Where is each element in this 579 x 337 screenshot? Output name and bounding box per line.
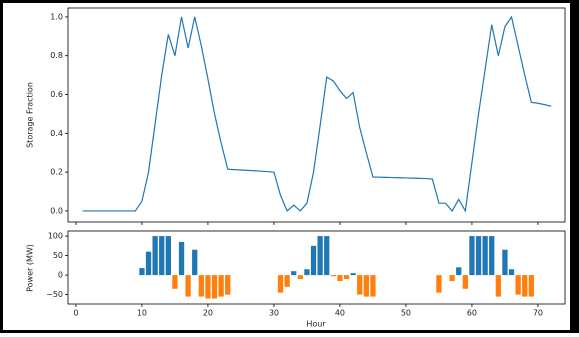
- y-tick-label: 100: [48, 232, 63, 241]
- x-tick-label: 40: [335, 309, 345, 318]
- y-tick-label: 50: [53, 251, 63, 260]
- bar: [449, 275, 455, 281]
- bar: [522, 275, 528, 297]
- bar: [304, 269, 310, 276]
- bar: [330, 275, 336, 277]
- bar: [225, 275, 231, 295]
- bar: [436, 275, 442, 293]
- bar: [152, 236, 158, 276]
- y-tick-label: 0.2: [50, 168, 63, 177]
- bar: [456, 267, 462, 276]
- bar: [139, 268, 145, 276]
- bar: [350, 273, 356, 276]
- bar: [165, 236, 171, 276]
- bar: [192, 249, 198, 276]
- x-axis-label: Hour: [306, 320, 326, 329]
- bar: [211, 275, 218, 299]
- bar: [324, 236, 330, 276]
- bar: [462, 275, 468, 289]
- bar: [515, 275, 521, 295]
- y-tick-label: 0.6: [50, 90, 63, 99]
- bar: [284, 275, 290, 287]
- bar: [198, 275, 204, 297]
- bar: [482, 236, 488, 276]
- bar: [528, 275, 534, 297]
- y-tick-label: 0: [58, 271, 63, 280]
- bar: [489, 236, 495, 276]
- axes-frame: [67, 7, 566, 223]
- bar: [495, 275, 501, 297]
- bar: [317, 236, 323, 276]
- bar: [475, 236, 482, 276]
- y-tick-label: 0.8: [50, 51, 63, 60]
- bar: [337, 275, 343, 281]
- x-tick-label: 0: [73, 309, 78, 318]
- bar: [218, 275, 224, 297]
- bar: [291, 271, 297, 276]
- y-tick-label: 1.0: [50, 12, 63, 21]
- x-tick-label: 10: [137, 309, 147, 318]
- frame-edge: [572, 0, 579, 333]
- bar: [185, 275, 191, 297]
- bar: [172, 275, 178, 289]
- line: [82, 15, 552, 213]
- bar: [277, 275, 284, 293]
- bar: [297, 275, 303, 280]
- y-tick-label: 0.0: [50, 206, 63, 215]
- y-tick-label: −50: [46, 290, 63, 299]
- x-tick-label: 30: [269, 309, 279, 318]
- bar: [469, 236, 475, 276]
- bar: [343, 275, 350, 280]
- bar: [363, 275, 369, 297]
- bar: [178, 241, 185, 276]
- y-axis-label: Power (MW): [26, 244, 35, 292]
- bar: [145, 251, 152, 276]
- bar: [357, 275, 363, 295]
- axes-frame: [67, 230, 566, 305]
- y-axis-label: Storage Fraction: [26, 82, 35, 148]
- bar: [205, 275, 211, 299]
- x-tick-label: 70: [533, 309, 543, 318]
- bar: [502, 249, 508, 276]
- x-tick-label: 50: [401, 309, 411, 318]
- bar: [310, 245, 317, 276]
- y-tick-label: 0.4: [50, 129, 63, 138]
- x-tick-label: 20: [203, 309, 213, 318]
- frame: [0, 0, 573, 333]
- bar: [370, 275, 376, 297]
- bar: [508, 269, 515, 276]
- x-tick-label: 60: [467, 309, 477, 318]
- bar: [159, 236, 165, 276]
